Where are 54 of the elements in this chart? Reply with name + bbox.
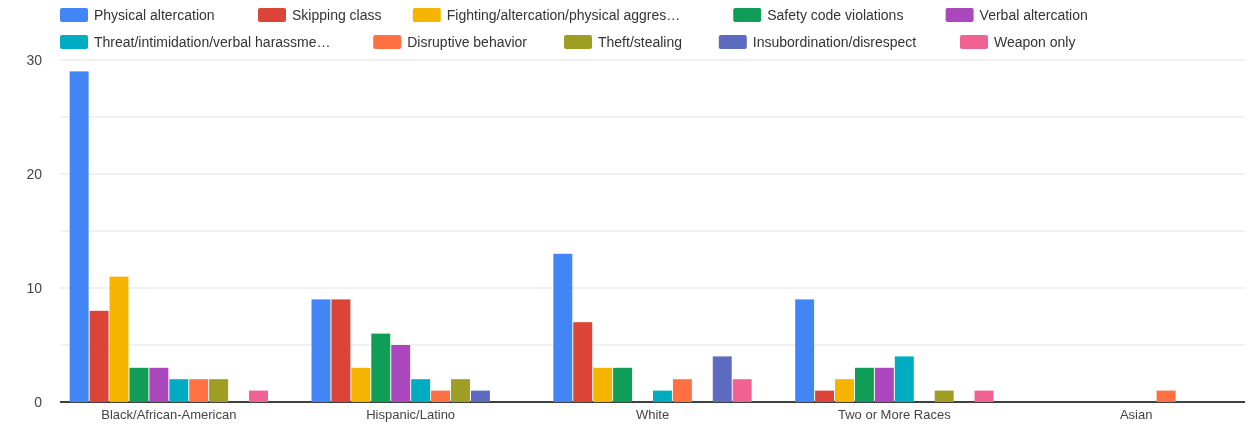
bar	[553, 253, 573, 402]
bar	[431, 390, 451, 402]
bar	[411, 379, 431, 402]
legend-label: Weapon only	[994, 33, 1076, 50]
x-tick-label: Black/African-American	[101, 407, 237, 422]
legend-label: Fighting/altercation/physical aggres…	[446, 6, 681, 23]
bar	[451, 379, 470, 402]
legend-label: Safety code violations	[767, 6, 904, 23]
bar	[795, 299, 815, 402]
bar	[470, 390, 490, 402]
legend-label: Theft/stealing	[598, 33, 683, 50]
bar	[835, 379, 854, 402]
x-tick-label: Hispanic/Latino	[366, 407, 456, 422]
legend-label: Threat/intimidation/verbal harassme…	[94, 33, 331, 50]
legend-label: Insubordination/disrespect	[752, 33, 917, 50]
y-tick-label: 20	[26, 165, 43, 182]
bar	[371, 333, 391, 402]
bar	[69, 71, 89, 402]
bar	[854, 367, 874, 402]
bar	[874, 367, 894, 402]
bar	[934, 390, 954, 402]
bar	[149, 367, 169, 402]
bar	[351, 367, 371, 402]
bar	[331, 299, 351, 402]
bar	[672, 379, 692, 402]
bar	[129, 367, 149, 402]
y-tick-label: 30	[26, 51, 43, 68]
bar	[391, 345, 411, 402]
bar	[593, 367, 613, 402]
bar	[209, 379, 229, 402]
bar	[732, 379, 752, 402]
bar	[109, 276, 129, 402]
bar	[653, 390, 672, 402]
bar	[189, 379, 209, 402]
y-tick-label: 10	[26, 279, 43, 296]
legend-label: Verbal altercation	[979, 6, 1088, 23]
bar	[573, 322, 593, 402]
y-tick-label: 0	[34, 393, 43, 410]
bar	[974, 390, 994, 402]
legend-label: Physical altercation	[94, 6, 215, 23]
bar	[311, 299, 331, 402]
bar	[249, 390, 268, 402]
bar	[1156, 390, 1176, 402]
x-tick-label: White	[635, 407, 670, 422]
bar	[613, 367, 633, 402]
legend-label: Disruptive behavior	[407, 33, 528, 50]
x-tick-label: Two or More Races	[837, 407, 952, 422]
x-tick-label: Asian	[1119, 407, 1153, 422]
bar	[89, 310, 109, 402]
bar	[712, 356, 732, 402]
bar	[894, 356, 914, 402]
bar	[169, 379, 189, 402]
legend-label: Skipping class	[292, 6, 382, 23]
bar	[815, 390, 835, 402]
